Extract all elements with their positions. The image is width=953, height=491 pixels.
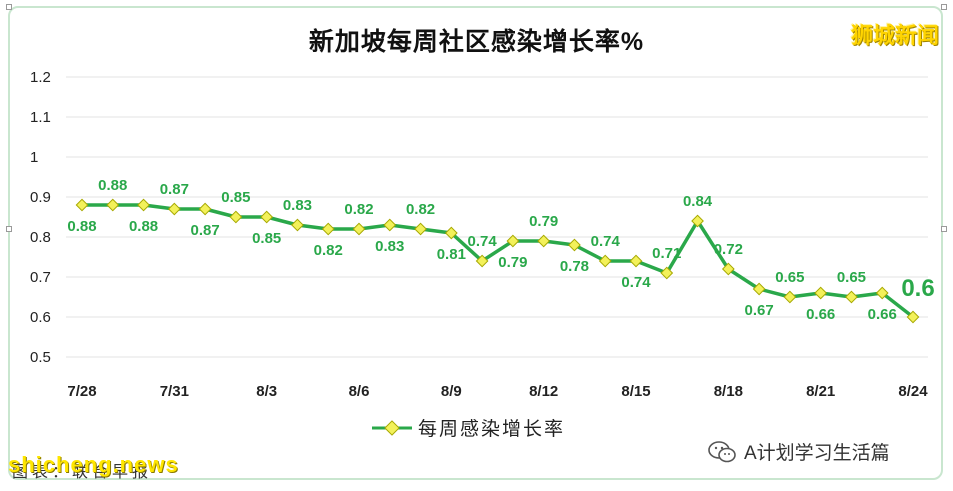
data-label: 0.83 <box>375 238 404 255</box>
data-label: 0.84 <box>683 193 713 210</box>
y-tick-label: 1.2 <box>30 69 51 86</box>
data-marker <box>629 254 643 268</box>
x-tick-label: 8/6 <box>349 383 370 400</box>
data-marker <box>444 226 458 240</box>
y-tick-label: 0.9 <box>30 189 51 206</box>
x-tick-label: 8/24 <box>898 383 928 400</box>
data-marker <box>568 238 581 252</box>
data-label: 0.66 <box>806 306 835 323</box>
y-tick-label: 0.8 <box>30 229 51 246</box>
data-marker <box>167 202 181 216</box>
y-tick-label: 1.1 <box>30 109 51 126</box>
data-label: 0.85 <box>252 230 281 247</box>
data-label: 0.82 <box>406 201 435 218</box>
data-label: 0.74 <box>468 233 498 250</box>
y-tick-label: 0.7 <box>30 269 51 286</box>
wechat-account: A计划学习生活篇 <box>708 438 890 465</box>
data-marker <box>814 286 828 300</box>
data-label: 0.67 <box>745 302 774 319</box>
data-marker <box>137 198 150 212</box>
data-label: 0.85 <box>221 189 250 206</box>
data-marker <box>752 282 766 296</box>
series-line <box>82 203 915 319</box>
data-marker <box>598 254 612 268</box>
data-marker <box>475 254 489 268</box>
gridlines <box>66 76 928 358</box>
data-label: 0.88 <box>67 218 96 235</box>
data-marker <box>229 210 243 224</box>
data-marker <box>660 266 674 280</box>
data-label: 0.87 <box>191 222 220 239</box>
resize-handle-right <box>941 226 947 232</box>
x-tick-label: 8/15 <box>621 383 650 400</box>
data-marker <box>383 218 397 232</box>
data-label: 0.88 <box>98 177 127 194</box>
data-marker <box>691 214 704 228</box>
data-label: 0.74 <box>621 274 651 291</box>
data-label-highlight: 0.6 <box>901 275 934 302</box>
data-label: 0.87 <box>160 181 189 198</box>
resize-handle-top-left <box>6 4 12 10</box>
watermark-text: shicheng.news <box>8 452 179 477</box>
x-tick-label: 8/12 <box>529 383 558 400</box>
wechat-account-name: A计划学习生活篇 <box>744 443 890 464</box>
wechat-icon <box>708 440 736 462</box>
data-marker <box>106 198 120 212</box>
x-tick-label: 8/18 <box>714 383 743 400</box>
legend: 每周感染增长率 <box>372 418 565 440</box>
legend-label: 每周感染增长率 <box>418 418 565 440</box>
data-label: 0.72 <box>714 241 743 258</box>
x-tick-label: 8/21 <box>806 383 835 400</box>
chart-title: 新加坡每周社区感染增长率% <box>308 28 645 56</box>
data-label: 0.79 <box>529 213 558 230</box>
data-label: 0.66 <box>868 306 897 323</box>
x-tick-label: 8/3 <box>256 383 277 400</box>
x-tick-label: 7/28 <box>67 383 96 400</box>
y-tick-label: 0.5 <box>30 349 51 366</box>
x-axis-ticks: 7/28 7/31 8/3 8/6 8/9 8/12 8/15 8/18 8/21 8/24 <box>67 383 928 400</box>
data-label: 0.83 <box>283 197 312 214</box>
data-label: 0.65 <box>775 269 804 286</box>
data-labels: 0.880.880.880.870.870.850.850.830.820.82… <box>67 177 934 323</box>
data-marker <box>414 222 427 236</box>
data-marker <box>906 310 920 324</box>
source-note: 图表：联合早报 <box>12 464 153 481</box>
data-marker <box>721 262 735 276</box>
data-marker <box>260 210 274 224</box>
y-tick-label: 1 <box>30 149 38 166</box>
data-label: 0.71 <box>652 245 681 262</box>
data-marker <box>537 234 551 248</box>
data-marker <box>75 198 89 212</box>
y-tick-label: 0.6 <box>30 309 51 326</box>
data-label: 0.88 <box>129 218 158 235</box>
data-label: 0.79 <box>498 254 527 271</box>
data-label: 0.78 <box>560 258 589 275</box>
resize-handle-top-right <box>941 4 947 10</box>
x-tick-label: 7/31 <box>160 383 189 400</box>
data-marker <box>291 218 304 232</box>
data-marker <box>875 286 889 300</box>
data-label: 0.82 <box>344 201 373 218</box>
data-marker <box>783 290 797 304</box>
data-marker <box>845 290 858 304</box>
brand-logo-text: 狮城新闻 <box>850 23 939 48</box>
legend-marker-swatch <box>384 420 400 436</box>
resize-handle-left <box>6 226 12 232</box>
x-tick-label: 8/9 <box>441 383 462 400</box>
y-axis-ticks: 0.5 0.6 0.7 0.8 0.9 1 1.1 1.2 <box>30 69 51 366</box>
data-marker <box>506 234 520 248</box>
data-marker <box>198 202 212 216</box>
data-label: 0.65 <box>837 269 866 286</box>
data-markers <box>75 198 920 324</box>
data-label: 0.81 <box>437 246 466 263</box>
data-marker <box>352 222 366 236</box>
data-label: 0.74 <box>591 233 621 250</box>
data-label: 0.82 <box>314 242 343 259</box>
chart-frame <box>8 6 943 480</box>
data-marker <box>321 222 335 236</box>
